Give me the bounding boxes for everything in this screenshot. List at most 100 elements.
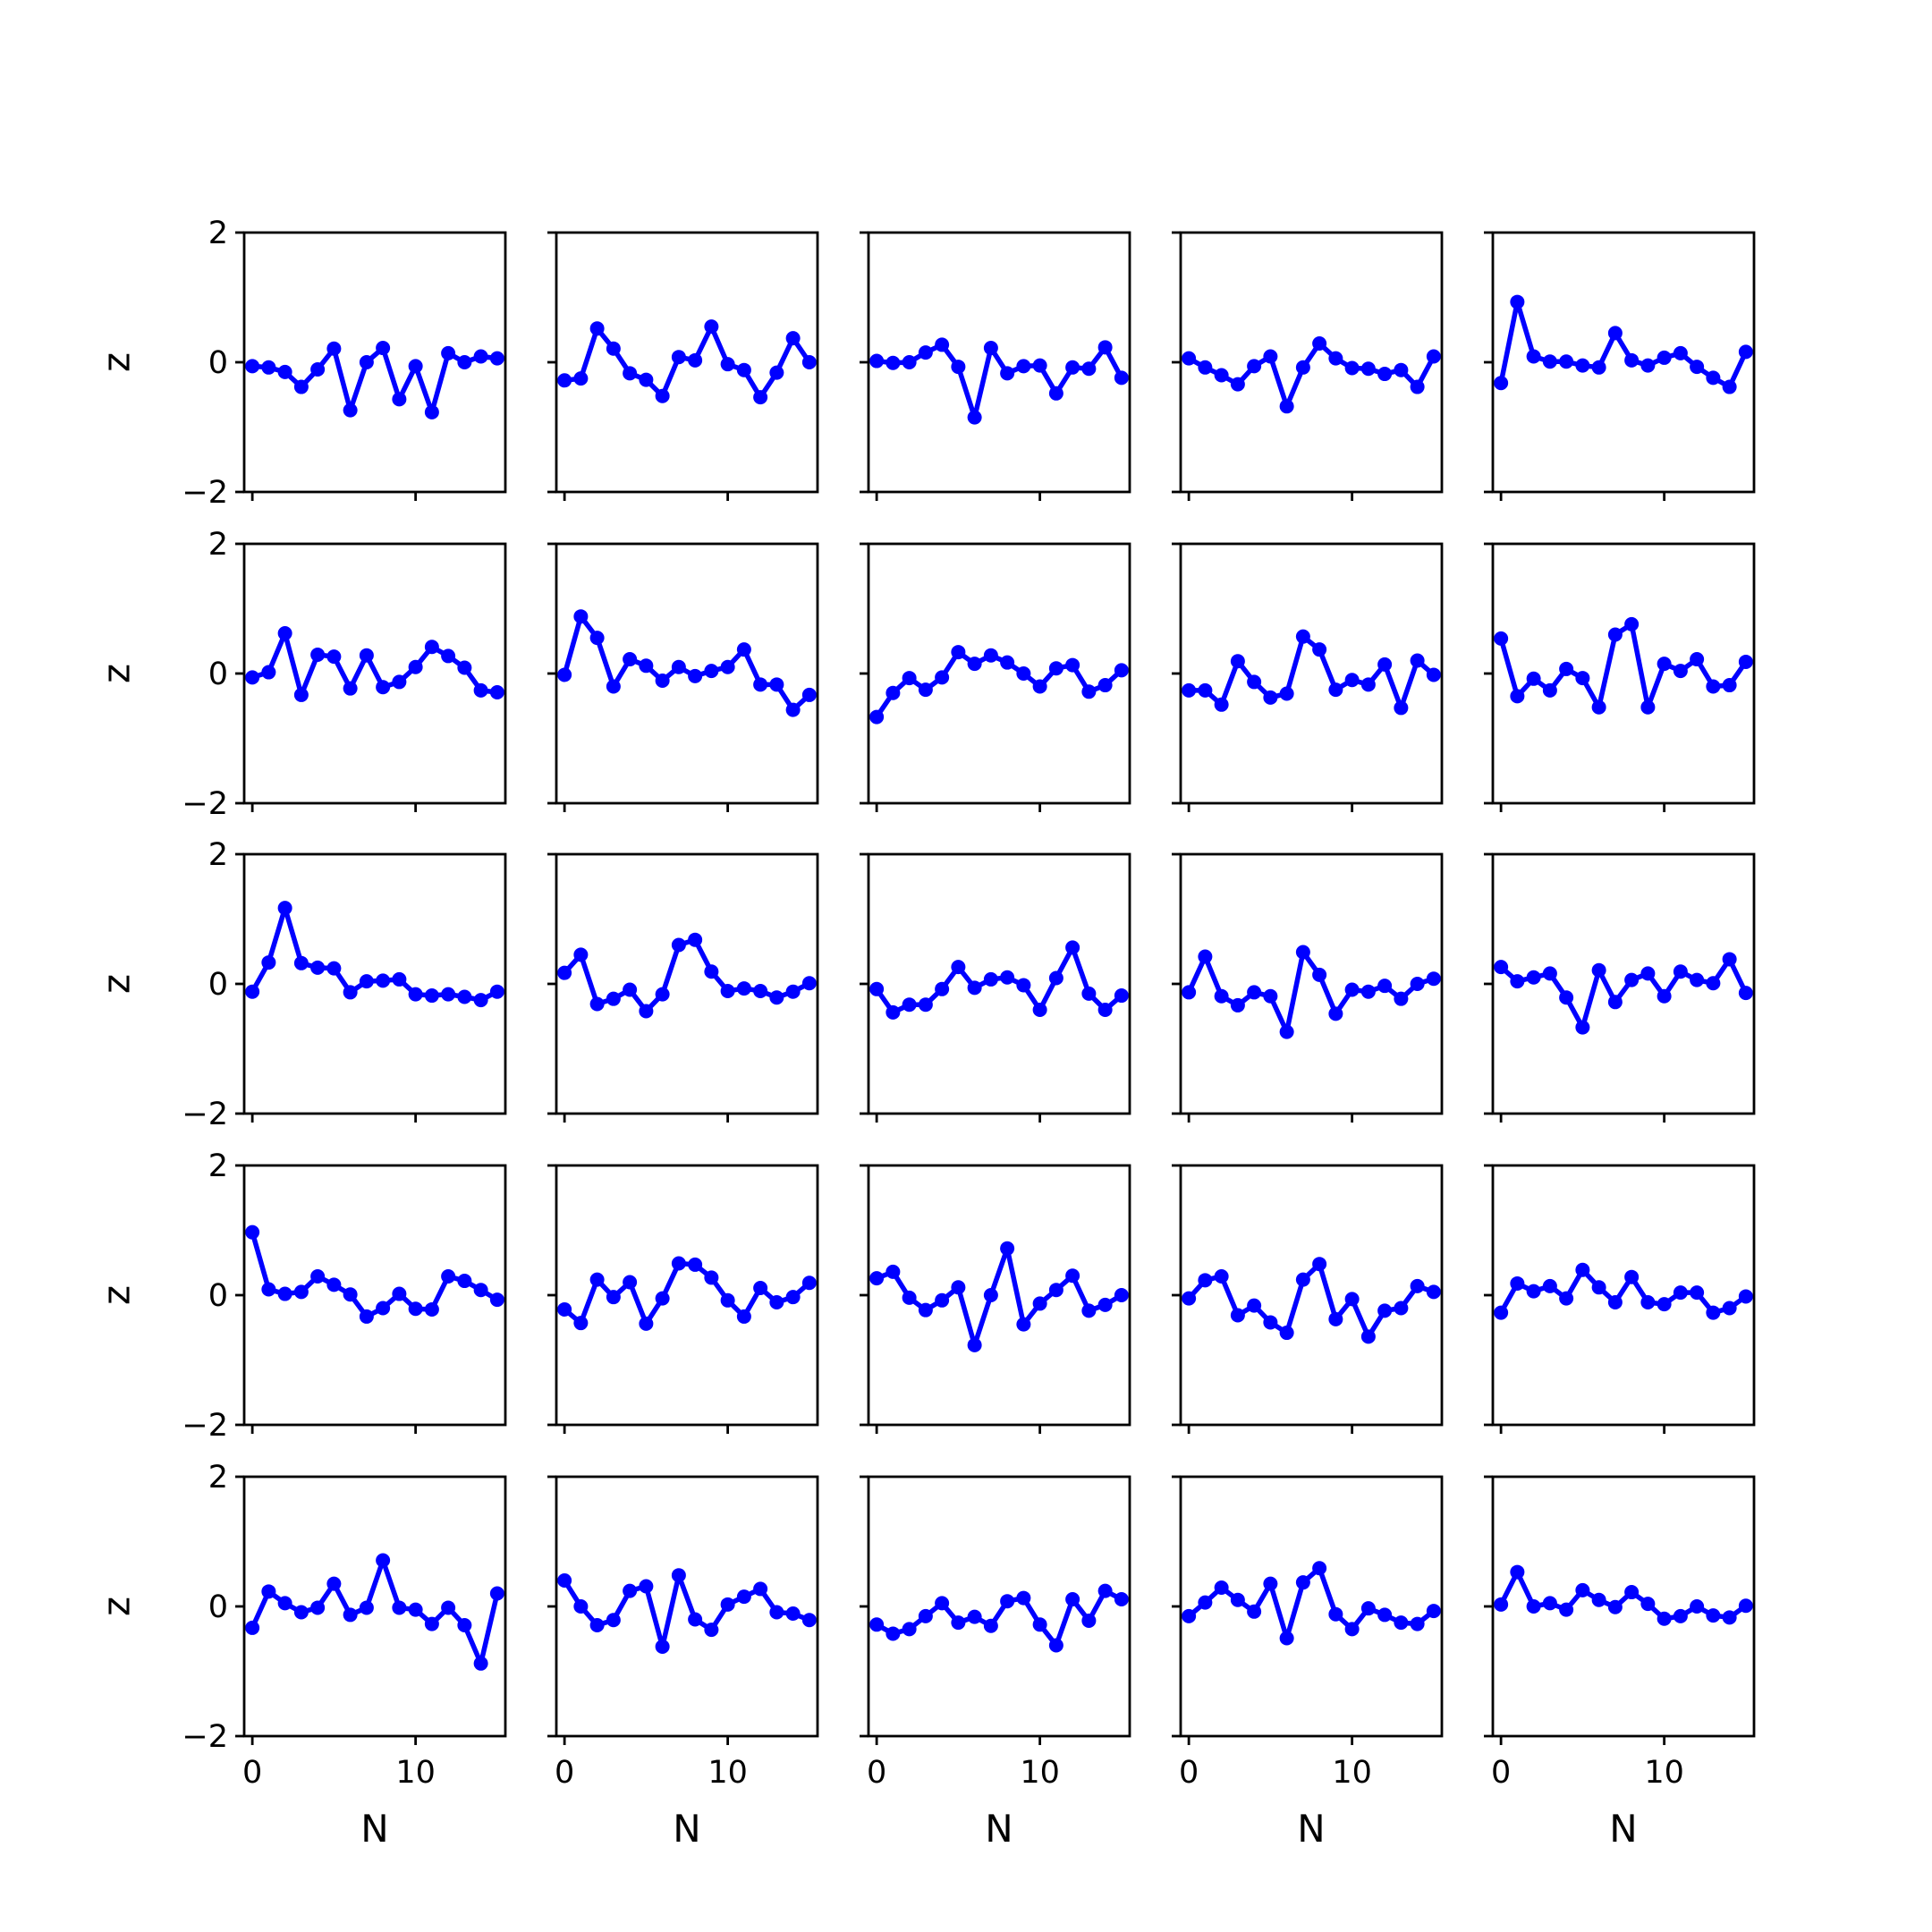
- data-point: [1722, 678, 1737, 693]
- y-tick-label: 2: [208, 837, 228, 873]
- data-point: [1214, 368, 1229, 383]
- data-point: [736, 981, 751, 996]
- data-point: [1182, 985, 1197, 1000]
- data-point: [1247, 1298, 1262, 1313]
- data-point: [1722, 1610, 1737, 1625]
- data-point: [1607, 995, 1623, 1010]
- data-point: [261, 665, 276, 680]
- data-point: [1640, 699, 1656, 715]
- data-point: [343, 1607, 358, 1623]
- y-tick-label: −2: [182, 1408, 228, 1444]
- data-point: [655, 1291, 670, 1306]
- data-point: [935, 337, 950, 352]
- series-line: [562, 936, 812, 1014]
- series-line: [1186, 1261, 1436, 1340]
- panel-r4-c0: −2 0 2 0 10 z N: [95, 1460, 507, 1851]
- series-line: [250, 1557, 500, 1666]
- data-point: [1263, 1576, 1278, 1591]
- data-point: [918, 345, 933, 360]
- axes-frame: [555, 231, 819, 494]
- data-point: [983, 341, 998, 356]
- y-axis-label: z: [95, 352, 139, 372]
- data-point: [1328, 682, 1343, 698]
- data-point: [392, 1286, 407, 1301]
- data-point: [1114, 370, 1129, 386]
- data-point: [1182, 1291, 1197, 1306]
- data-point: [1394, 362, 1409, 377]
- data-point: [589, 1272, 605, 1287]
- data-point: [1559, 990, 1574, 1005]
- panel-r3-c2: [860, 1164, 1131, 1434]
- data-point: [589, 631, 605, 646]
- data-point: [623, 366, 638, 381]
- data-point: [326, 1576, 342, 1591]
- data-point: [1328, 1006, 1343, 1021]
- data-point: [557, 1301, 572, 1317]
- data-point: [983, 1618, 998, 1633]
- data-point: [1394, 1301, 1409, 1316]
- data-point: [736, 1309, 751, 1324]
- data-point: [1295, 945, 1310, 960]
- data-point: [1263, 690, 1278, 705]
- data-point: [1510, 974, 1525, 989]
- data-point: [359, 1600, 374, 1615]
- panel-r0-c2: [860, 231, 1131, 501]
- data-point: [1360, 677, 1376, 692]
- data-point: [785, 984, 801, 999]
- series-line: [1498, 1267, 1749, 1316]
- x-axis-label: N: [985, 1807, 1013, 1851]
- data-point: [869, 981, 885, 996]
- data-point: [769, 365, 784, 380]
- data-point: [1410, 1616, 1425, 1631]
- data-point: [424, 988, 439, 1004]
- axes-frame: [1491, 1475, 1756, 1738]
- y-axis-label: z: [95, 1285, 139, 1305]
- data-point: [1247, 985, 1262, 1000]
- data-point: [1624, 972, 1640, 987]
- data-point: [769, 1605, 784, 1620]
- data-point: [1097, 678, 1113, 693]
- series-line: [1186, 1565, 1436, 1641]
- data-point: [1394, 1615, 1409, 1631]
- data-point: [720, 1292, 735, 1308]
- data-point: [1344, 1292, 1360, 1307]
- y-axis-label: z: [95, 1597, 139, 1616]
- panel-r3-c1: [547, 1164, 819, 1434]
- y-tick-label: 0: [208, 657, 228, 692]
- data-point: [1097, 1297, 1113, 1312]
- series-line: [250, 1229, 500, 1319]
- data-point: [1065, 1268, 1080, 1284]
- data-point: [392, 392, 407, 407]
- data-point: [1377, 1607, 1393, 1623]
- data-point: [489, 685, 504, 700]
- data-point: [1706, 1608, 1721, 1623]
- data-point: [720, 357, 735, 372]
- data-point: [1591, 962, 1606, 978]
- data-point: [967, 657, 982, 672]
- data-point: [1542, 1596, 1557, 1611]
- series-line: [562, 1572, 812, 1649]
- data-point: [293, 687, 309, 702]
- data-point: [1048, 661, 1063, 676]
- axes-frame: [1491, 231, 1756, 494]
- data-point: [1690, 972, 1705, 987]
- data-point: [753, 1281, 768, 1296]
- data-point: [704, 964, 719, 979]
- data-point: [1738, 1289, 1753, 1304]
- y-tick-label: 2: [208, 216, 228, 251]
- data-point: [557, 373, 572, 388]
- x-axis-label: N: [360, 1807, 388, 1851]
- data-point: [1295, 1575, 1310, 1590]
- data-point: [1559, 354, 1574, 369]
- data-point: [293, 1284, 309, 1300]
- series-line: [874, 945, 1124, 1015]
- data-point: [457, 660, 472, 675]
- data-point: [606, 341, 621, 356]
- data-point: [376, 1301, 391, 1316]
- data-point: [886, 1004, 901, 1020]
- data-point: [1673, 964, 1688, 979]
- data-point: [639, 1316, 654, 1331]
- panel-r1-c4: [1484, 542, 1756, 812]
- panel-r0-c1: [547, 231, 819, 501]
- data-point: [902, 1290, 917, 1305]
